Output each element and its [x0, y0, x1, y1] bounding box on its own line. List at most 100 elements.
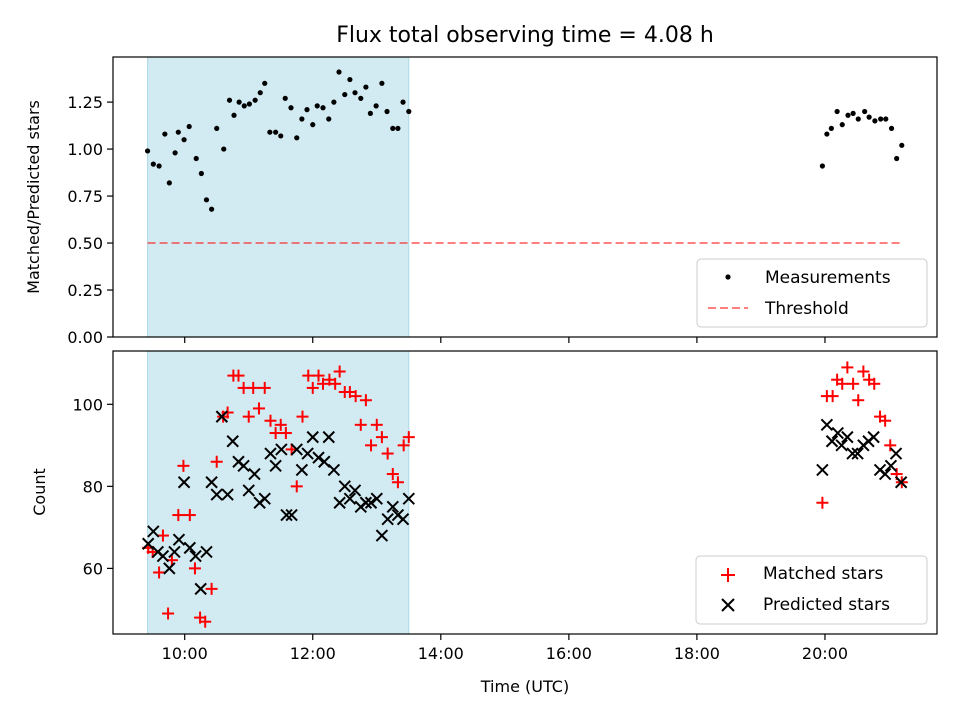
- matched-star-point: [264, 414, 277, 427]
- predicted-star-point: [851, 447, 864, 460]
- bottom-y-tick-label: 80: [83, 477, 103, 496]
- predicted-star-point: [264, 447, 277, 460]
- predicted-star-point: [322, 430, 335, 444]
- matched-star-point: [279, 427, 292, 440]
- measurement-point: [175, 129, 181, 135]
- measurement-point: [336, 69, 342, 75]
- matched-star-point: [397, 439, 410, 452]
- measurement-point: [358, 95, 364, 101]
- predicted-star-point: [177, 476, 191, 489]
- matched-star-point: [317, 377, 330, 390]
- predicted-star-point: [156, 549, 170, 563]
- matched-star-point: [381, 447, 394, 460]
- matched-star-point: [172, 509, 185, 522]
- measurement-point: [267, 129, 273, 135]
- predicted-star-point: [889, 447, 903, 460]
- measurement-point: [406, 108, 412, 115]
- matched-star-point: [156, 529, 169, 542]
- legend-predicted-marker: [721, 598, 735, 612]
- star-count-points: [142, 361, 908, 628]
- measurement-point: [166, 180, 172, 186]
- legend-matched-label: Matched stars: [763, 564, 883, 584]
- top-y-ticks: 0.00 0.25 0.50 0.75 1.00 1.25: [67, 93, 113, 347]
- predicted-star-point: [194, 582, 207, 596]
- measurement-point: [828, 125, 834, 132]
- top-y-tick-label: 1.25: [67, 93, 103, 112]
- top-legend: Measurements Threshold: [696, 258, 928, 328]
- measurement-point: [894, 155, 900, 162]
- predicted-star-point: [172, 533, 186, 546]
- predicted-star-point: [200, 545, 213, 559]
- legend-matched-marker: [721, 568, 735, 582]
- predicted-star-point: [396, 512, 410, 526]
- top-y-tick-label: 0.50: [67, 234, 103, 253]
- measurement-point: [855, 116, 861, 122]
- top-y-tick-label: 1.00: [67, 140, 103, 159]
- measurement-point: [214, 125, 220, 132]
- measurement-point: [314, 103, 320, 109]
- top-panel: 0.00 0.25 0.50 0.75 1.00 1.25 Matched/Predict…: [24, 56, 938, 347]
- measurement-point: [888, 125, 895, 132]
- measurement-point: [326, 116, 332, 122]
- matched-star-point: [329, 377, 342, 390]
- measurement-point: [203, 197, 210, 203]
- x-tick-label: 18:00: [674, 644, 720, 663]
- measurement-point: [331, 99, 337, 105]
- predicted-star-point: [867, 430, 880, 444]
- predicted-star-point: [168, 545, 181, 559]
- predicted-star-point: [816, 463, 829, 477]
- predicted-star-point: [338, 480, 351, 493]
- predicted-star-point: [343, 492, 357, 505]
- predicted-star-point: [370, 492, 383, 505]
- measurement-point: [390, 125, 396, 132]
- predicted-star-point: [825, 435, 839, 448]
- measurement-point: [878, 116, 884, 122]
- measurement-point: [384, 108, 390, 115]
- matched-star-point: [177, 459, 190, 472]
- predicted-star-point: [275, 443, 288, 456]
- measurement-point: [862, 108, 868, 115]
- matched-star-point: [836, 377, 849, 390]
- matched-star-point: [349, 390, 362, 403]
- matched-star-point: [333, 365, 346, 378]
- matched-star-point: [252, 402, 265, 415]
- predicted-star-point: [312, 451, 325, 464]
- predicted-star-point: [375, 529, 389, 542]
- measurement-point: [198, 170, 204, 177]
- predicted-star-point: [820, 418, 834, 432]
- measurement-point: [883, 116, 889, 122]
- predicted-star-point: [846, 447, 859, 460]
- measurement-point: [162, 131, 168, 137]
- x-tick-label: 14:00: [418, 644, 464, 663]
- predicted-star-point: [333, 496, 346, 509]
- matched-star-point: [153, 566, 166, 579]
- matched-star-point: [868, 377, 881, 390]
- matched-star-point: [402, 431, 415, 444]
- predicted-star-point: [189, 549, 202, 563]
- bottom-y-ticks: 60 80 100: [72, 395, 113, 578]
- predicted-star-point: [835, 439, 848, 452]
- predicted-star-point: [269, 459, 282, 473]
- matched-star-point: [210, 455, 223, 468]
- predicted-star-point: [215, 410, 229, 423]
- matched-star-point: [826, 390, 839, 403]
- predicted-star-point: [831, 426, 844, 440]
- observing-window-span: [147, 350, 410, 635]
- bottom-y-tick-label: 100: [72, 395, 103, 414]
- measurement-point: [320, 105, 326, 111]
- measurement-point: [282, 95, 288, 101]
- measurement-point: [367, 110, 373, 116]
- measurement-point: [352, 90, 358, 96]
- bottom-axes-frame: [112, 350, 938, 635]
- bottom-panel: 60 80 100 10:00 12:00 14:00 16:00 18:00 20:00 C…: [30, 350, 938, 696]
- measurement-point: [304, 107, 310, 113]
- measurement-point: [156, 163, 162, 169]
- measurement-points: [144, 69, 905, 212]
- predicted-star-point: [884, 459, 898, 473]
- predicted-star-point: [242, 484, 255, 497]
- matched-star-point: [232, 369, 245, 382]
- predicted-star-point: [306, 430, 319, 444]
- predicted-star-point: [359, 496, 373, 509]
- measurement-point: [278, 133, 284, 139]
